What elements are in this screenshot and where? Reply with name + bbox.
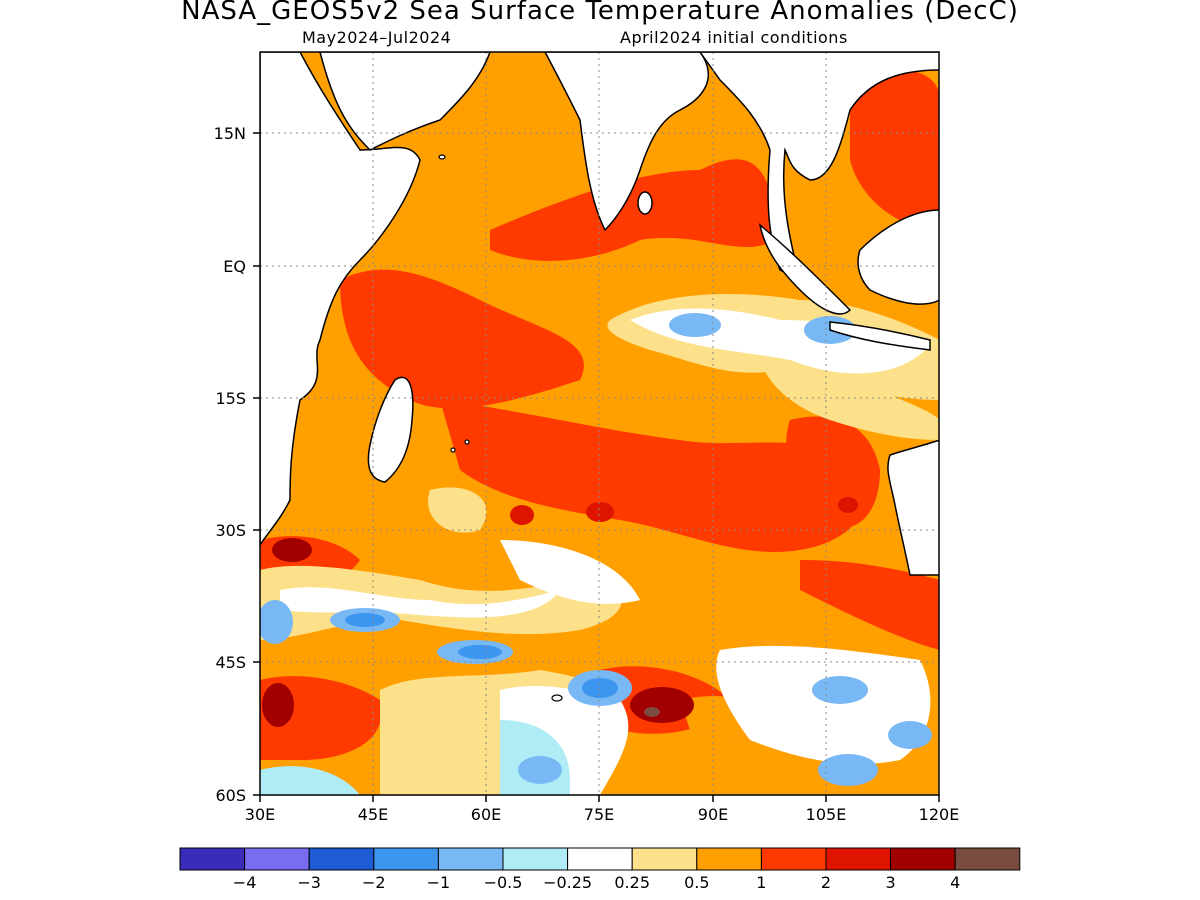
lat-label-15n: 15N [214, 124, 246, 143]
colorbar-swatch [760, 847, 827, 871]
colorbar-label: −1 [427, 873, 451, 892]
lon-label-75e: 75E [584, 805, 614, 824]
lon-label-30e: 30E [245, 805, 275, 824]
lat-label-eq: EQ [223, 257, 246, 276]
colorbar-swatch [890, 847, 956, 871]
colorbar-label: −0.5 [484, 873, 523, 892]
colorbar-swatch [825, 847, 892, 871]
lon-label-120e: 120E [919, 805, 960, 824]
colorbar-swatch [502, 847, 569, 871]
lon-label-60e: 60E [471, 805, 501, 824]
colorbar-swatch [954, 847, 1021, 871]
colorbar-label: −4 [233, 873, 257, 892]
colorbar-swatch [696, 847, 762, 871]
map-gridlines [260, 52, 939, 795]
colorbar-label: 0.25 [614, 873, 650, 892]
lon-label-90e: 90E [698, 805, 728, 824]
colorbar-label: 4 [950, 873, 960, 892]
colorbar-swatch [308, 847, 375, 871]
colorbar-swatch [567, 847, 633, 871]
colorbar-swatch [437, 847, 504, 871]
axis-ticks [253, 132, 940, 802]
initial-conditions: April2024 initial conditions [620, 28, 848, 47]
lon-label-45e: 45E [358, 805, 388, 824]
lat-label-30s: 30S [215, 521, 246, 540]
colorbar-label: −2 [362, 873, 386, 892]
map-title: NASA_GEOS5v2 Sea Surface Temperature Ano… [181, 0, 1019, 26]
colorbar-swatch [631, 847, 698, 871]
colorbar-label: 0.5 [684, 873, 709, 892]
colorbar-label: 1 [756, 873, 766, 892]
colorbar-label: −3 [297, 873, 321, 892]
colorbar: −4 −3 −2 −1 −0.5 −0.25 0.25 0.5 1 2 3 4 [179, 847, 1021, 892]
lat-label-45s: 45S [215, 653, 246, 672]
colorbar-label: 3 [886, 873, 896, 892]
colorbar-swatch [244, 847, 310, 871]
colorbar-label: −0.25 [543, 873, 592, 892]
colorbar-swatch [179, 847, 246, 871]
forecast-period: May2024–Jul2024 [302, 28, 452, 47]
lat-label-15s: 15S [215, 389, 246, 408]
colorbar-label: 2 [821, 873, 831, 892]
sst-anomaly-field [260, 52, 939, 795]
lon-label-105e: 105E [806, 805, 847, 824]
lat-label-60s: 60S [215, 786, 246, 805]
colorbar-swatch [373, 847, 439, 871]
